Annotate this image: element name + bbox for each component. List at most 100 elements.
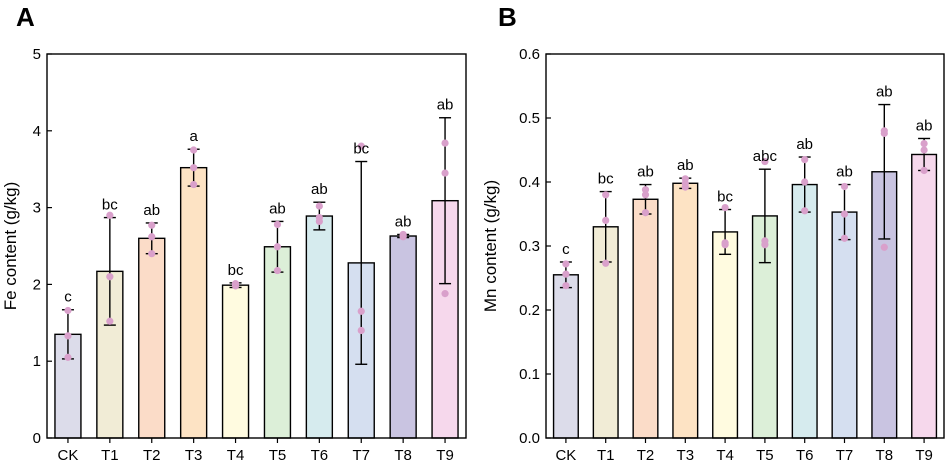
- panel-a-data-point: [190, 164, 198, 172]
- panel-b-y-tick-label: 0.3: [519, 238, 540, 255]
- panel-a-bar-t4: [221, 284, 250, 439]
- panel-b-x-tick-label-t1: T1: [597, 447, 615, 464]
- panel-a-data-point: [148, 233, 156, 241]
- panel-b-axes-frame: [545, 53, 945, 439]
- panel-b-plot-area: 0.0 0.1 0.2 0.3 0.4 0.5 0.6 c CK bc T1 ab T2 ab T3 bc T4…: [519, 46, 945, 464]
- panel-a-sig-letter-t7: bc: [353, 141, 369, 158]
- panel-b-sig-letter-t8: ab: [876, 84, 893, 101]
- panel-b-data-point: [880, 243, 888, 251]
- panel-a-data-point: [190, 146, 198, 154]
- panel-a-data-point: [106, 211, 114, 219]
- panel-b-sig-letter-t9: ab: [916, 117, 933, 134]
- panel-a-y-tick-label: 0: [33, 430, 41, 447]
- panel-b-y-tick-label: 0.0: [519, 430, 540, 447]
- panel-b-data-point: [721, 239, 729, 247]
- panel-a-bar-t6: [305, 215, 334, 439]
- panel-a-x-tick-label-t3: T3: [185, 447, 203, 464]
- panel-b-data-point: [641, 191, 650, 199]
- panel-a-x-tick-label-t5: T5: [269, 447, 287, 464]
- panel-a-y-tick-label: 5: [33, 46, 41, 63]
- panel-b-sig-letter-t7: ab: [836, 164, 853, 181]
- panel-a-sig-letter-t6: ab: [311, 181, 328, 198]
- panel-b-bar-t4: [712, 231, 739, 439]
- panel-b-data-point: [641, 209, 650, 217]
- panel-a-data-point: [106, 273, 114, 281]
- panel-a-data-point: [441, 139, 449, 147]
- panel-a-sig-letter-t4: bc: [228, 262, 244, 279]
- panel-a-plot-area: 0 1 2 3 4 5 c CK bc T1 ab T2 a T3 bc T4 ab T5 ab T6 bc T7 ab T8…: [33, 46, 467, 464]
- panel-a-data-point: [273, 266, 282, 275]
- panel-a-data-point: [441, 169, 449, 177]
- panel-b-x-tick-label-t9: T9: [915, 447, 933, 464]
- panel-b-data-point: [801, 156, 809, 164]
- panel-b-bar-t2: [632, 198, 659, 439]
- panel-a-bar-t5: [263, 246, 292, 439]
- panel-a-data-point: [315, 213, 323, 222]
- panel-a-x-tick-label-t6: T6: [311, 447, 329, 464]
- panel-a-data-point: [273, 220, 282, 229]
- panel-b-x-tick-label-t4: T4: [716, 447, 734, 464]
- panel-a: A Fe content (g/kg) 0 1 2 3 4 5 c CK bc T1 ab T2 a T3…: [1, 2, 467, 464]
- panel-b-bar-t9: [911, 153, 938, 439]
- panel-b-data-point: [840, 234, 849, 242]
- panel-b-bar-ck: [552, 274, 579, 439]
- panel-b-bar-t1: [592, 226, 619, 439]
- panel-a-bar-t8: [389, 235, 417, 439]
- panel-a-axes-frame: [46, 53, 467, 439]
- panel-b-sig-letter-t2: ab: [637, 164, 654, 181]
- panel-a-data-point: [106, 317, 114, 325]
- panel-a-sig-letter-t2: ab: [143, 202, 160, 219]
- panel-b-data-point: [920, 166, 928, 175]
- panel-a-data-point: [190, 180, 198, 189]
- panel-a-data-point: [357, 142, 365, 150]
- panel-b-data-point: [562, 260, 570, 268]
- panel-a-label: A: [16, 2, 35, 32]
- panel-b-sig-letter-ck: c: [562, 241, 570, 258]
- panel-a-data-point: [441, 290, 449, 298]
- panel-b-y-tick-label: 0.2: [519, 302, 540, 319]
- panel-a-sig-letter-t1: bc: [102, 197, 118, 214]
- panel-a-data-point: [148, 221, 156, 229]
- panel-b-data-point: [602, 191, 610, 199]
- panel-a-y-tick-label: 3: [33, 200, 41, 217]
- panel-b-sig-letter-t3: ab: [677, 157, 694, 174]
- panel-b-y-tick-label: 0.6: [519, 46, 540, 63]
- panel-a-data-point: [399, 230, 407, 239]
- panel-a-y-tick-label: 2: [33, 276, 41, 293]
- panel-b-sig-letter-t6: ab: [796, 136, 813, 153]
- panel-a-sig-letter-t3: a: [189, 128, 198, 145]
- panel-b-y-tick-label: 0.5: [519, 110, 540, 127]
- panel-b-data-point: [801, 178, 809, 186]
- panel-b-data-point: [920, 140, 928, 148]
- panel-a-data-point: [315, 202, 323, 210]
- panel-b-y-tick-label: 0.1: [519, 366, 540, 383]
- panel-b-y-tick-label: 0.4: [519, 174, 540, 191]
- panel-b-data-point: [562, 270, 570, 278]
- panel-a-data-point: [64, 332, 72, 340]
- panel-b-data-point: [562, 282, 570, 290]
- panel-b-y-axis-title: Mn content (g/kg): [481, 180, 500, 312]
- panel-b-sig-letter-t1: bc: [598, 171, 614, 188]
- panel-a-sig-letter-ck: c: [64, 289, 72, 306]
- panel-b-x-tick-label-t2: T2: [637, 447, 655, 464]
- panel-b-x-tick-label-ck: CK: [555, 447, 576, 464]
- panel-b-data-point: [641, 186, 650, 194]
- panel-a-x-tick-label-t8: T8: [394, 447, 412, 464]
- panel-a-sig-letter-t9: ab: [437, 97, 454, 114]
- panel-a-data-point: [357, 307, 365, 315]
- panel-b-x-tick-label-t6: T6: [796, 447, 814, 464]
- panel-b-data-point: [761, 157, 769, 166]
- panel-b-x-tick-label-t8: T8: [876, 447, 894, 464]
- panel-b-data-point: [761, 237, 769, 245]
- panel-b-sig-letter-t4: bc: [717, 189, 733, 206]
- panel-b-bar-t6: [791, 183, 818, 439]
- panel-b-x-tick-label-t3: T3: [677, 447, 695, 464]
- panel-b-data-point: [840, 210, 849, 218]
- panel-b-x-tick-label-t5: T5: [756, 447, 774, 464]
- panel-a-x-tick-label-t9: T9: [436, 447, 454, 464]
- panel-a-data-point: [64, 353, 72, 361]
- panel-b-data-point: [840, 182, 849, 191]
- panel-a-bar-t2: [138, 237, 166, 439]
- panel-a-sig-letter-t8: ab: [395, 213, 412, 230]
